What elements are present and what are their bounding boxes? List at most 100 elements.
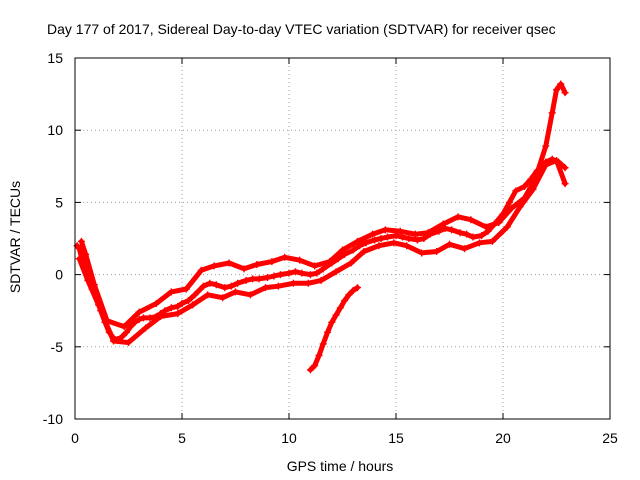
data-point [276,271,284,279]
data-point [270,272,278,280]
data-point [542,161,550,169]
data-point [264,273,272,281]
data-point [199,282,207,290]
data-point [420,235,428,242]
data-point [232,288,239,296]
y-tick-label: -5 [51,339,64,355]
data-point [349,286,357,294]
data-point [475,239,483,247]
data-point [561,180,569,188]
data-point [371,236,379,244]
data-point [184,297,192,305]
data-point [296,256,304,264]
data-point [336,304,344,312]
data-point [315,351,323,359]
data-point [317,276,325,284]
data-point [304,279,312,287]
data-point [118,333,126,341]
data-point [398,233,406,241]
data-point [478,232,486,240]
data-point [488,237,496,245]
data-point [332,311,340,319]
data-point [120,323,128,331]
data-point [206,279,214,287]
x-axis-label: GPS time / hours [287,458,394,474]
data-point [553,86,560,94]
grid-lines [75,58,610,419]
data-point [219,294,227,302]
data-point [225,259,233,267]
series-isolated-arc [306,284,361,374]
data-point [261,284,269,292]
data-point [349,246,357,254]
data-point [311,262,319,270]
data-point [234,279,242,287]
data-point [127,323,135,331]
data-point [255,275,263,283]
data-point [125,338,132,346]
data-point [328,318,336,326]
data-point [167,288,175,296]
x-tick-label: 15 [388,430,404,446]
data-point [332,268,340,276]
data-point [246,291,254,299]
axis-ticks: 0 5 10 15 20 25 -10 -5 0 5 10 15 [43,50,618,446]
data-point [240,265,248,273]
data-point [433,247,441,255]
data-point [204,291,212,299]
series-trace [307,285,360,373]
data-points [73,80,569,374]
data-point [441,224,449,232]
data-point [319,340,327,348]
data-point [249,275,257,283]
data-point [157,312,165,320]
data-point [495,219,503,227]
data-point [553,157,560,165]
data-point [375,242,383,250]
data-point [191,291,199,299]
data-point [178,299,186,307]
data-point [122,328,130,336]
y-tick-label: 5 [55,194,63,210]
data-point [463,230,471,238]
series-trace [74,156,568,343]
data-point [212,281,220,289]
data-point [345,291,353,299]
data-point [561,164,569,172]
data-point [353,284,361,292]
data-point [362,239,370,247]
data-point [561,89,569,97]
data-point [413,236,421,244]
data-point [460,245,468,253]
data-point [454,213,462,221]
data-point [516,203,524,211]
data-point [135,308,143,316]
data-point [135,315,143,323]
data-point [306,271,314,279]
data-point [84,276,92,284]
data-point [448,226,456,234]
data-point [291,268,299,276]
data-point [383,233,391,241]
data-point [306,366,314,374]
data-point [446,240,453,248]
data-point [167,304,175,312]
chart-title: Day 177 of 2017, Sidereal Day-to-day VTE… [47,21,556,37]
data-point [152,299,160,307]
data-point [77,237,85,245]
data-point [341,297,349,305]
data-point [274,282,282,290]
data-point [95,301,103,309]
data-point [439,220,447,228]
data-point [403,242,411,250]
data-point [411,230,419,238]
x-tick-label: 25 [602,430,618,446]
data-point [182,285,190,293]
data-point [390,239,398,247]
data-point [484,227,492,235]
x-tick-label: 0 [71,430,79,446]
data-point [424,229,432,237]
data-point [324,328,332,336]
data-point [377,235,385,242]
